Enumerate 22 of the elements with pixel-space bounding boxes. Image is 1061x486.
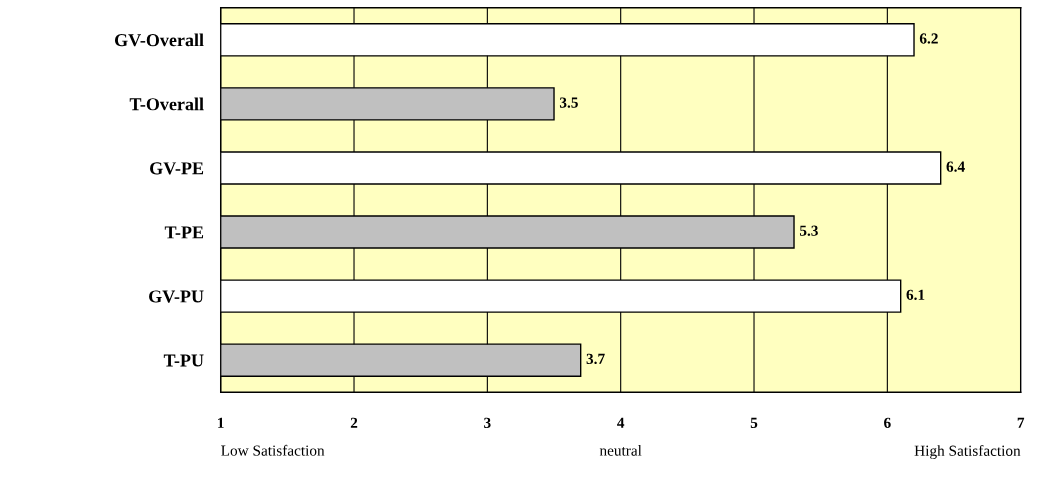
x-tick-label: 7 [1017,417,1025,428]
y-tick-label: T-PE [164,226,204,239]
data-label: 5.3 [799,225,818,236]
text: neutral [599,444,642,456]
x-tick-label: 1 [218,417,224,428]
data-label: 6.4 [946,161,965,172]
y-tick-label: T-PU [163,354,204,367]
x-tick-label: 6 [884,417,891,428]
data-label: 3.7 [586,353,605,365]
x-tick-label: 5 [750,417,758,428]
x-tick-label: 4 [617,417,625,428]
data-label: 6.2 [919,33,938,44]
x-tick-label: 3 [484,417,491,428]
data-label: 6.1 [906,289,925,300]
y-tick-label: T-Overall [129,97,204,111]
text: High Satisfaction [914,444,1021,460]
y-tick-label: GV-Overall [114,33,204,47]
text: Low Satisfaction [221,444,325,456]
y-tick-label: GV-PU [149,290,204,303]
x-tick-label: 2 [350,417,358,428]
data-label: 3.5 [559,97,578,108]
y-tick-label: GV-PE [150,162,204,175]
